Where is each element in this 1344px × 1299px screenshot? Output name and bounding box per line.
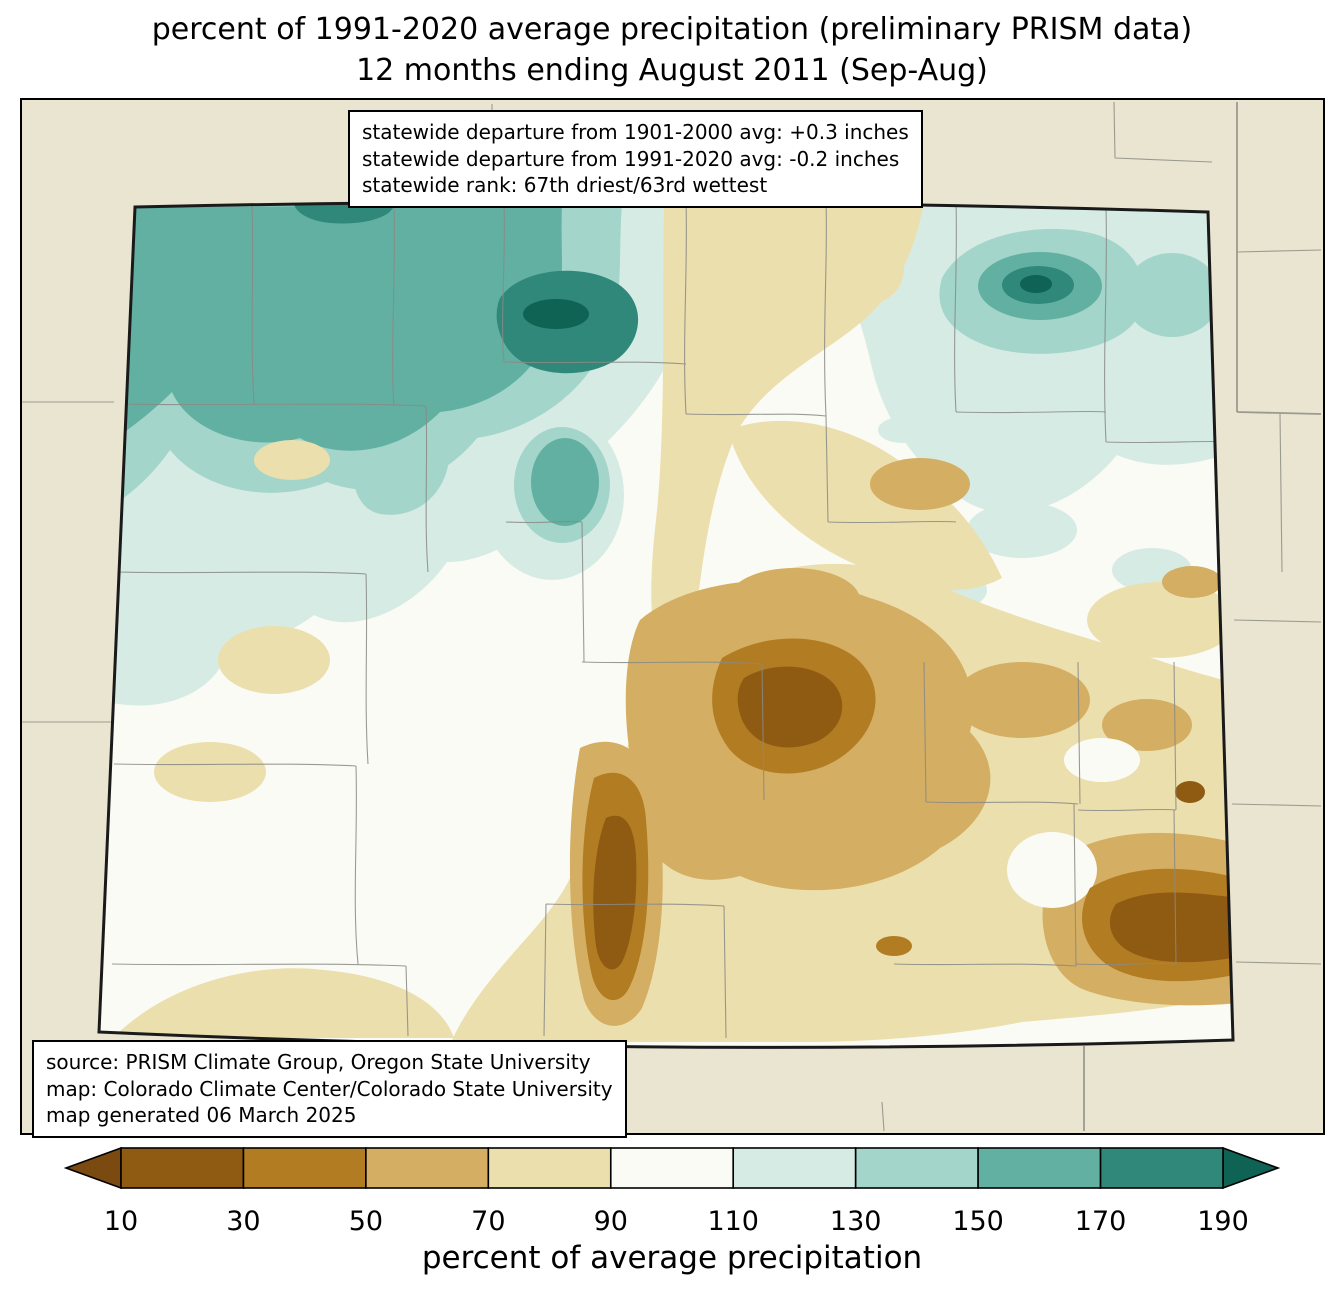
colorbar-tick: 130	[830, 1206, 882, 1237]
map-title: percent of 1991-2020 average precipitati…	[0, 10, 1344, 91]
neighbor-state-lines	[1083, 102, 1322, 1131]
source-credit-box: source: PRISM Climate Group, Oregon Stat…	[32, 1040, 627, 1138]
state-fill-layers	[99, 202, 1233, 1048]
colorbar-tick: 110	[707, 1206, 759, 1237]
colorbar-segment	[120, 1147, 245, 1189]
colorbar-tick: 30	[226, 1206, 260, 1237]
statewide-stats-box: statewide departure from 1901-2000 avg: …	[348, 110, 923, 208]
colorbar-tick: 70	[471, 1206, 505, 1237]
colorbar-segment	[242, 1147, 367, 1189]
title-line2: 12 months ending August 2011 (Sep-Aug)	[356, 52, 988, 88]
generated-date-line: map generated 06 March 2025	[46, 1103, 357, 1128]
map-frame	[20, 98, 1325, 1135]
colorbar-wrap: 10 30 50 70 90 110 130 150 170 190	[0, 1144, 1344, 1240]
colorbar-segment	[487, 1147, 612, 1189]
stats-line-departure-1991: statewide departure from 1991-2020 avg: …	[362, 146, 900, 171]
colorbar-tick: 50	[349, 1206, 383, 1237]
colorbar-segment	[854, 1147, 979, 1189]
county-lines	[111, 202, 1231, 1039]
stats-line-rank: statewide rank: 67th driest/63rd wettest	[362, 173, 768, 198]
colorbar-under-arrow	[63, 1146, 122, 1190]
colorbar-segment	[732, 1147, 857, 1189]
colorbar-tick: 190	[1197, 1206, 1249, 1237]
source-line: source: PRISM Climate Group, Oregon Stat…	[46, 1050, 591, 1074]
stats-line-departure-1901: statewide departure from 1901-2000 avg: …	[362, 120, 909, 144]
colorbar-segment	[609, 1147, 735, 1189]
colorbar-label: percent of average precipitation	[421, 1240, 923, 1276]
colorbar-tick: 10	[104, 1206, 138, 1237]
colorbar-tick: 150	[952, 1206, 1004, 1237]
colorado-precip-map	[22, 100, 1323, 1133]
colorbar-tick: 170	[1075, 1206, 1127, 1237]
map-credit-line: map: Colorado Climate Center/Colorado St…	[46, 1076, 613, 1101]
colorbar-segment	[1099, 1147, 1224, 1189]
wet-regions	[99, 202, 1233, 706]
dry-regions	[117, 202, 1233, 1042]
colorbar-tick: 90	[594, 1206, 628, 1237]
colorbar-segment	[365, 1147, 490, 1189]
colorbar: 10 30 50 70 90 110 130 150 170 190	[63, 1146, 1281, 1237]
colorbar-segment	[977, 1147, 1102, 1189]
colorbar-over-arrow	[1222, 1146, 1281, 1190]
title-line1: percent of 1991-2020 average precipitati…	[151, 12, 1193, 47]
